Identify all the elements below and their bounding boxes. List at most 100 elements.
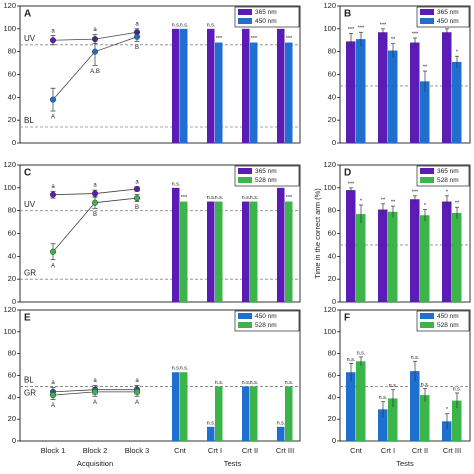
panel-letter: E [24,313,31,324]
point [133,33,141,40]
y-tick-label: 0 [332,436,336,445]
y-tick-label: 20 [328,115,336,124]
significance-label: n.s. [180,22,189,28]
bar [410,199,420,302]
y-tick-label: 80 [328,206,336,215]
significance-label: ** [391,200,396,206]
group-label: A [51,115,55,121]
panel-letter: C [24,168,31,179]
y-tick-label: 20 [8,115,16,124]
y-tick-label: 80 [8,47,16,56]
significance-label: n.s. [389,383,398,389]
group-label: a [51,380,55,386]
significance-label: n.s. [453,386,462,392]
reference-label: BL [24,376,34,385]
legend-swatch [238,9,252,15]
significance-label: ** [423,65,428,71]
significance-label: ** [381,197,386,203]
y-tick-label: 20 [328,274,336,283]
significance-label: n.s. [242,380,251,386]
significance-label: n.s. [207,195,216,201]
significance-label: *** [216,36,223,42]
y-tick-label: 60 [8,228,16,237]
bar [285,201,293,302]
legend-swatch [420,18,434,24]
legend-swatch [420,177,434,183]
group-label: A [51,403,55,409]
group-label: a [135,378,139,384]
group-label: a [93,378,97,384]
bar [285,42,293,143]
y-tick-label: 100 [323,183,336,192]
y-tick-label: 100 [323,24,336,33]
significance-label: ** [391,37,396,43]
significance-label: * [446,189,449,195]
significance-label: *** [412,31,419,37]
point [133,195,141,202]
y-axis-title: Time in the correct arm (%) [313,188,322,279]
y-tick-label: 40 [8,392,16,401]
legend-swatch [238,313,252,319]
bar [180,201,188,302]
legend-swatch [238,18,252,24]
bar [420,215,430,302]
y-tick-label: 20 [8,274,16,283]
y-tick-label: 120 [323,160,336,169]
significance-label: n.s. [207,22,216,28]
significance-label: *** [348,27,355,33]
significance-label: n.s. [285,380,294,386]
bar [180,28,188,143]
point [91,199,99,206]
y-tick-label: 100 [3,183,16,192]
y-tick-label: 120 [3,160,16,169]
point [133,185,141,193]
significance-label: * [456,50,459,56]
significance-label: *** [251,36,258,42]
bar [388,50,398,143]
legend-label: 450 nm [255,313,277,320]
point [91,190,99,197]
y-tick-label: 0 [332,138,336,147]
significance-label: *** [380,22,387,28]
y-tick-label: 120 [3,1,16,10]
legend-label: 528 nm [255,177,277,184]
bar [420,81,430,143]
point [91,48,99,55]
significance-label: n.s. [242,195,251,201]
x-tick-label: Crt III [443,446,461,455]
legend-label: 528 nm [437,322,459,329]
legend-swatch [238,177,252,183]
y-tick-label: 100 [323,327,336,336]
legend-swatch [420,322,434,328]
significance-label: *** [181,195,188,201]
significance-label: n.s. [172,181,181,187]
bar [277,426,285,441]
y-tick-label: 80 [328,349,336,358]
significance-label: *** [412,189,419,195]
point [49,96,57,103]
x-axis-title: Tests [224,459,242,468]
y-tick-label: 60 [328,69,336,78]
bar [172,372,180,441]
y-tick-label: 0 [12,138,16,147]
point [49,37,57,44]
bar [172,187,180,302]
reference-label: GR [24,389,36,398]
legend-label: 528 nm [437,177,459,184]
bar [452,212,462,302]
point [49,392,57,399]
panel-letter: F [344,313,350,324]
significance-label: n.s. [172,22,181,28]
significance-label: n.s. [215,380,224,386]
x-tick-label: Crt I [208,446,222,455]
significance-label: *** [358,26,365,32]
bar [277,28,285,143]
bar [442,32,452,144]
y-tick-label: 60 [8,69,16,78]
point [49,248,57,255]
y-tick-label: 120 [3,305,16,314]
y-tick-label: 40 [328,92,336,101]
y-tick-label: 60 [328,228,336,237]
